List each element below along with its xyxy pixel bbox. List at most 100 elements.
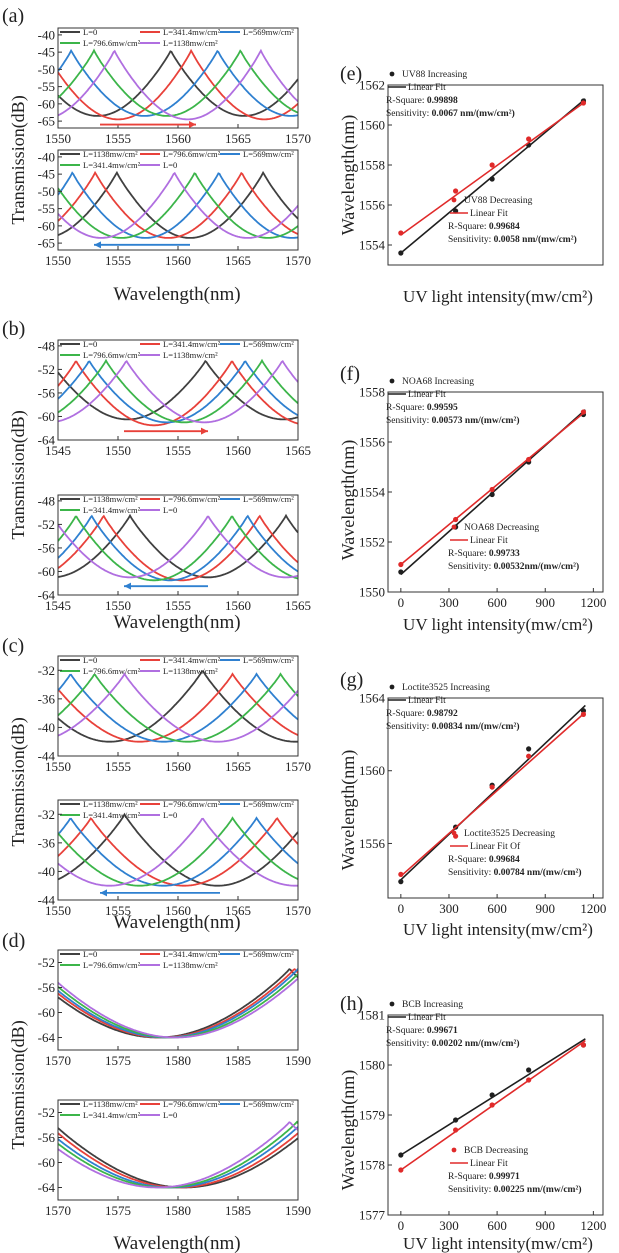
data-point-1-1: [453, 188, 459, 194]
series-line-1: [58, 360, 298, 427]
legend-label-4: L=0: [163, 810, 177, 820]
data-point-1-0: [398, 871, 404, 877]
data-point-1-2: [489, 486, 495, 493]
legend-label-3: L=796.6mw/cm²: [83, 666, 141, 676]
data-point-1-3: [526, 1077, 532, 1083]
y-tick-label-3: -60: [38, 564, 55, 579]
x-tick-label-4: 1570: [285, 131, 311, 146]
data-point-1-2: [489, 784, 495, 790]
data-point-1-3: [526, 456, 532, 463]
y-tick-label-4: 1581: [359, 1008, 385, 1023]
x-tick-label-4: 1570: [285, 903, 311, 918]
series-line-2: [58, 1126, 298, 1189]
series-line-1: [58, 817, 298, 887]
legend-marker-0: [389, 378, 395, 384]
shift-arrow-head: [201, 427, 208, 435]
fit-panels: 1554 1556 1558 1560 1562 UV88 Increasing Linea…: [359, 70, 606, 1233]
y-tick-label-4: -60: [38, 218, 55, 233]
x-tick-label-1: 1550: [105, 598, 131, 613]
panel-tag-c: (c): [2, 635, 24, 657]
legend-label-3: L=341.4mw/cm²: [83, 160, 141, 170]
y-tick-label-0: -32: [38, 807, 55, 822]
data-point-1-2: [489, 162, 495, 168]
x-tick-label-1: 1550: [105, 443, 131, 458]
y-tick-label-1: -45: [38, 45, 55, 60]
r-square-value-0: 0.99898: [427, 96, 458, 106]
legend-series-label-0: Loctite3525 Increasing: [402, 683, 490, 693]
y-tick-label-3: -55: [38, 79, 55, 94]
x-tick-label-4: 1590: [285, 1203, 311, 1218]
legend-series-label-0: UV88 Increasing: [402, 70, 467, 80]
y-tick-label-4: -60: [38, 96, 55, 111]
y-tick-label-3: 1580: [359, 1058, 385, 1073]
y-tick-label-2: -60: [38, 1005, 55, 1020]
series-line-4: [58, 171, 298, 239]
data-point-0-0: [398, 879, 404, 885]
shift-arrow-head: [124, 582, 131, 590]
legend-label-1: L=341.4mw/cm²: [163, 339, 221, 349]
panel-tag-b: (b): [2, 318, 25, 340]
spectrum-plot-d-top: L=0 L=341.4mw/cm² L=569mw/cm² L=796.6mw/cm²…: [38, 949, 311, 1068]
legend-label-4: L=0: [163, 160, 177, 170]
fit-xlabel-f: UV light intensity(mw/cm²): [403, 615, 593, 634]
spectrum-ylabel-c: Transmission(dB): [8, 717, 29, 846]
legend-fit-label-1: Linear Fit: [470, 209, 508, 219]
y-tick-label-2: -56: [38, 385, 56, 400]
legend-label-0: L=1138mw/cm²: [83, 799, 138, 809]
spectrum-ylabel-d: Transmission(dB): [8, 1020, 29, 1149]
x-tick-label-3: 1565: [225, 903, 251, 918]
x-tick-label-1: 1555: [105, 903, 131, 918]
x-tick-label-1: 1555: [105, 131, 131, 146]
series-line-3: [58, 48, 298, 117]
data-point-0-2: [489, 491, 495, 498]
data-point-0-3: [526, 1067, 532, 1073]
x-tick-label-3: 1560: [225, 598, 251, 613]
fit-xlabel-g: UV light intensity(mw/cm²): [403, 920, 593, 939]
legend-label-1: L=341.4mw/cm²: [163, 949, 221, 959]
x-tick-label-4: 1565: [285, 598, 311, 613]
x-tick-label-0: 1570: [45, 1203, 71, 1218]
shift-arrow-head: [94, 241, 101, 249]
data-point-1-0: [398, 1167, 404, 1173]
data-point-1-4: [580, 711, 587, 717]
legend-label-0: L=0: [83, 339, 97, 349]
x-tick-label-1: 300: [439, 1218, 459, 1233]
legend-label-3: L=341.4mw/cm²: [83, 1110, 141, 1120]
plot-frame: [387, 697, 604, 899]
x-tick-label-1: 1555: [105, 253, 131, 268]
fit-ylabel-f: Wavelength(nm): [338, 440, 359, 561]
panel-tag-f: (f): [340, 363, 360, 385]
x-tick-label-3: 900: [535, 1218, 555, 1233]
fit-xlabel-h: UV light intensity(mw/cm²): [403, 1234, 593, 1253]
y-tick-label-2: -56: [38, 540, 56, 555]
legend-label-2: L=569mw/cm²: [243, 655, 294, 665]
series-line-2: [58, 48, 298, 117]
fit-plot-e: 1554 1556 1558 1560 1562 UV88 Increasing Linea…: [359, 70, 604, 266]
series-line-1: [58, 170, 298, 239]
y-tick-label-2: -50: [38, 62, 55, 77]
legend-label-1: L=796.6mw/cm²: [163, 494, 221, 504]
legend-label-2: L=569mw/cm²: [243, 27, 294, 37]
data-point-0-0: [398, 569, 404, 575]
y-tick-label-1: 1556: [359, 198, 386, 213]
series-line-2: [58, 514, 298, 582]
y-tick-label-1: -56: [38, 1130, 56, 1145]
y-tick-label-4: 1558: [359, 385, 385, 400]
series-line-3: [58, 672, 298, 743]
y-tick-label-2: -40: [38, 864, 55, 879]
legend-label-0: L=1138mw/cm²: [83, 149, 138, 159]
y-tick-label-4: -64: [38, 433, 56, 448]
r-square-value-1: 0.99684: [489, 222, 520, 232]
y-tick-label-2: -40: [38, 720, 55, 735]
y-tick-label-1: -45: [38, 167, 55, 182]
x-tick-label-1: 300: [439, 595, 459, 610]
y-tick-label-1: -36: [38, 691, 56, 706]
data-point-1-1: [453, 1127, 459, 1133]
y-tick-label-0: 1577: [359, 1208, 386, 1223]
x-tick-label-0: 0: [398, 595, 405, 610]
y-tick-label-2: 1564: [359, 691, 386, 706]
sensitivity-text-0: Sensitivity: 0.00573 nm/(mw/cm²): [386, 415, 519, 426]
fit-ylabel-e: Wavelength(nm): [338, 115, 359, 236]
spectrum-plot-b-bottom: L=1138mw/cm² L=796.6mw/cm² L=569mw/cm² L=34…: [38, 493, 311, 613]
